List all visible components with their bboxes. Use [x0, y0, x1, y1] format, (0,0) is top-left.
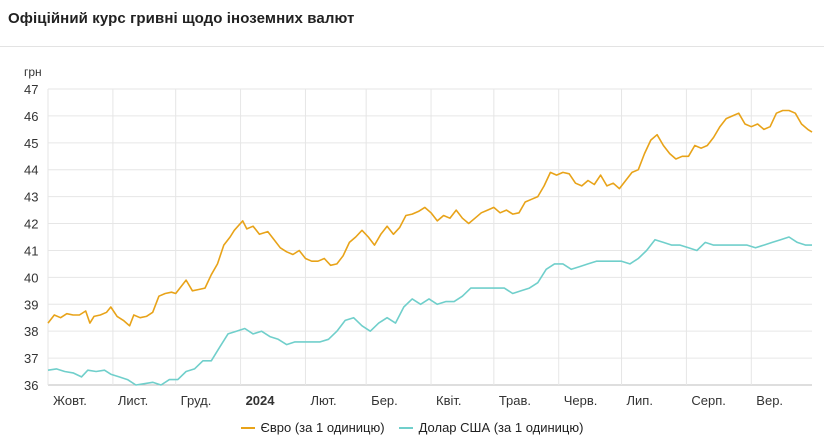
y-axis-unit: грн: [24, 65, 42, 79]
y-tick-label: 44: [24, 163, 38, 178]
series-lines: [47, 109, 813, 386]
y-tick-label: 46: [24, 109, 38, 124]
legend-item-usd[interactable]: Долар США (за 1 одиницю): [398, 420, 584, 435]
y-tick-label: 41: [24, 243, 38, 258]
legend-swatch-euro: [240, 426, 255, 429]
legend-label-usd: Долар США (за 1 одиницю): [418, 420, 584, 435]
x-tick-label: Груд.: [181, 393, 212, 408]
line-chart: 36 37 38 39 40 41 42 43 44 45 46 47 Жовт. Лист. Груд.…: [24, 65, 813, 408]
x-tick-label: Лют.: [310, 393, 336, 408]
y-tick-label: 39: [24, 297, 38, 312]
x-tick-label: Лист.: [118, 393, 148, 408]
y-tick-label: 36: [24, 378, 38, 393]
y-axis-ticks: 36 37 38 39 40 41 42 43 44 45 46 47: [24, 82, 38, 393]
x-tick-label: Трав.: [499, 393, 531, 408]
y-tick-label: 38: [24, 324, 38, 339]
legend: Євро (за 1 одиницю) Долар США (за 1 один…: [0, 420, 824, 435]
legend-label-euro: Євро (за 1 одиницю): [260, 420, 385, 435]
euro-series-line: [47, 109, 813, 327]
y-tick-label: 47: [24, 82, 38, 97]
grid-lines: [47, 88, 812, 386]
x-tick-label: Черв.: [564, 393, 598, 408]
y-tick-label: 45: [24, 136, 38, 151]
usd-series-line: [47, 236, 812, 386]
chart-title: Офіційний курс гривні щодо іноземних вал…: [8, 10, 355, 27]
x-tick-label: Серп.: [691, 393, 726, 408]
x-tick-label: Жовт.: [53, 393, 87, 408]
x-tick-label: 2024: [246, 393, 276, 408]
legend-swatch-usd: [398, 426, 413, 429]
y-tick-label: 42: [24, 217, 38, 232]
x-tick-label: Бер.: [371, 393, 398, 408]
x-tick-label: Лип.: [627, 393, 653, 408]
y-tick-label: 37: [24, 351, 38, 366]
legend-item-euro[interactable]: Євро (за 1 одиницю): [240, 420, 385, 435]
x-tick-label: Квіт.: [436, 393, 462, 408]
header-divider: [0, 46, 824, 47]
y-tick-label: 40: [24, 270, 38, 285]
y-tick-label: 43: [24, 190, 38, 205]
x-axis-ticks: Жовт. Лист. Груд. 2024 Лют. Бер. Квіт. Трав. Чер…: [53, 393, 783, 408]
x-tick-label: Вер.: [756, 393, 783, 408]
